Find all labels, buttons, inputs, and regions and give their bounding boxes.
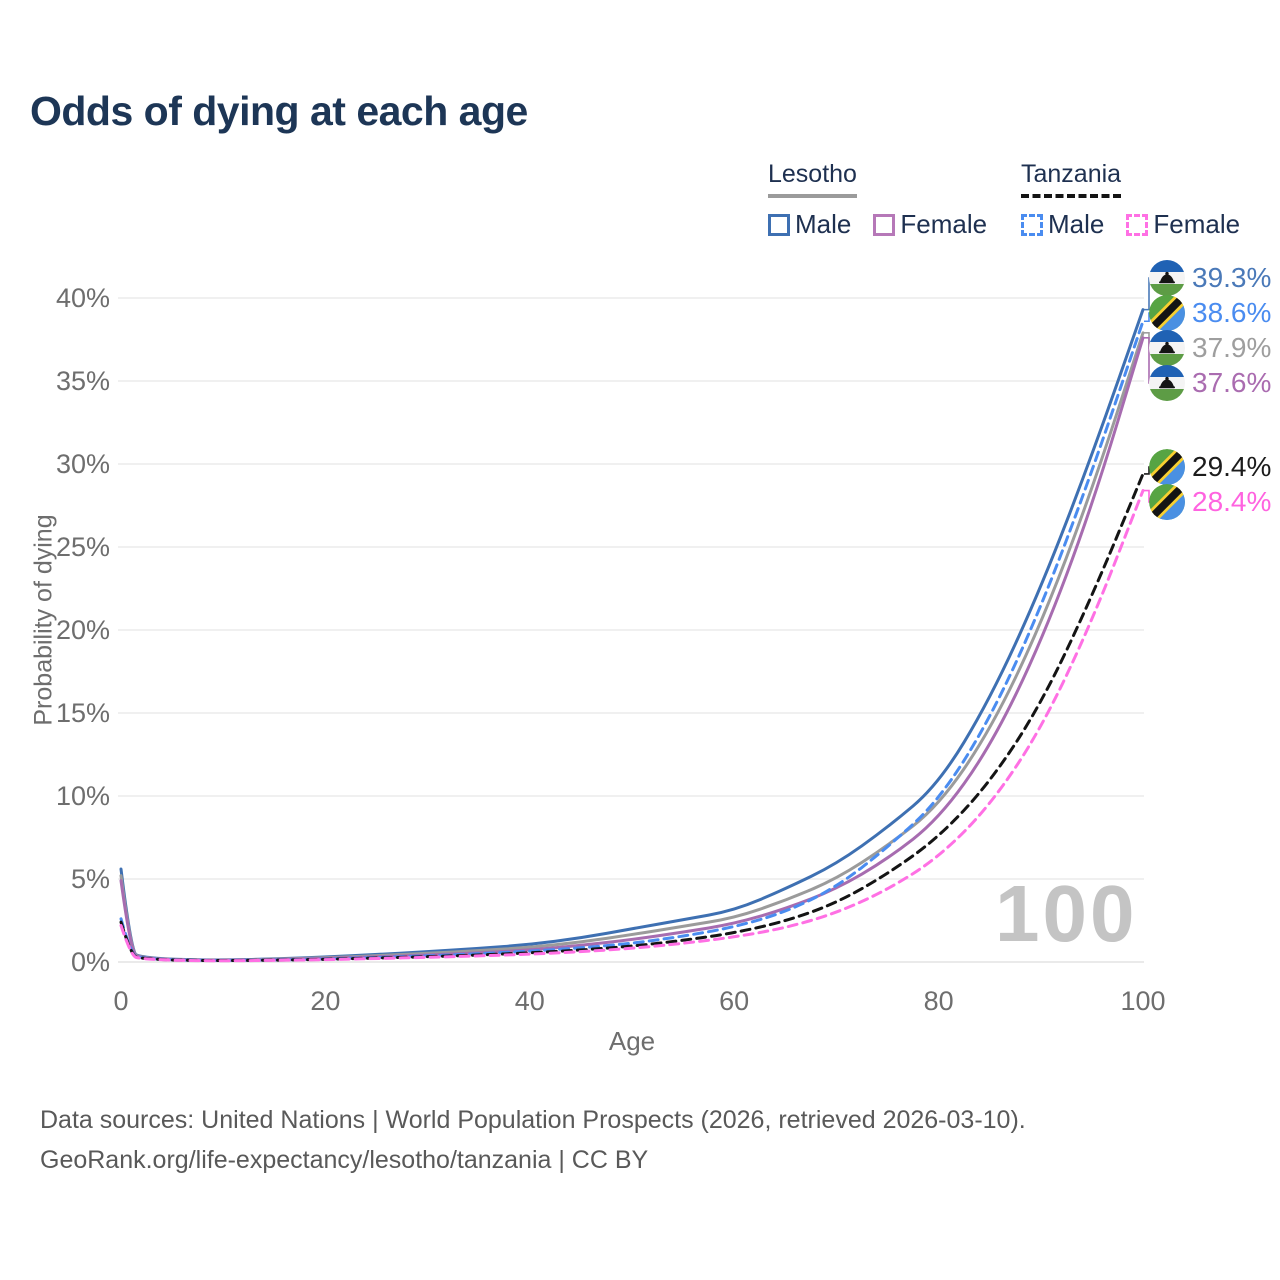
legend-group-lesotho: Lesotho Male Female [768, 160, 987, 240]
lesotho-male-swatch [768, 213, 790, 236]
lesotho-flag-icon [1149, 260, 1185, 296]
x-tick-80: 80 [923, 986, 954, 1016]
y-tick-5: 5% [70, 864, 110, 894]
tanzania-female-swatch [1126, 213, 1149, 236]
gridlines [118, 297, 1144, 963]
page-title: Odds of dying at each age [30, 88, 528, 134]
series-line-tanzania-female [119, 489, 1145, 963]
end-value: 39.3% [1192, 262, 1272, 293]
data-sources-text: Data sources: United Nations | World Pop… [40, 1106, 1026, 1134]
tanzania-flag-icon [1149, 484, 1185, 520]
x-tick-60: 60 [719, 986, 750, 1016]
y-tick-15: 15% [55, 698, 110, 728]
lesotho-flag-icon [1149, 365, 1185, 401]
legend-label: Female [1153, 209, 1241, 239]
age-watermark: 100 [995, 869, 1138, 958]
legend-country-tanzania: Tanzania [1021, 160, 1122, 198]
y-tick-20: 20% [55, 615, 110, 645]
end-value: 28.4% [1192, 486, 1272, 517]
legend-item-tanzania-female[interactable]: Female [1126, 209, 1240, 240]
end-label-lesotho-male: 39.3% [1149, 260, 1271, 296]
lesotho-flag-icon [1149, 330, 1185, 366]
legend-item-tanzania-male[interactable]: Male [1021, 209, 1104, 240]
end-value: 37.9% [1192, 332, 1272, 363]
series-line-tanzania-male [119, 319, 1145, 962]
tanzania-flag-icon [1149, 449, 1185, 485]
series-line-lesotho-male [119, 308, 1145, 962]
end-label-tanzania-male: 38.6% [1149, 295, 1271, 331]
x-tick-40: 40 [514, 986, 545, 1016]
end-label-tanzania-female: 28.4% [1149, 484, 1271, 520]
lesotho-female-swatch [873, 213, 896, 236]
series-line-lesotho-total [119, 331, 1145, 962]
end-label-lesotho-female: 37.6% [1149, 365, 1271, 401]
legend-group-tanzania: Tanzania Male Female [1021, 160, 1240, 240]
legend-item-lesotho-male[interactable]: Male [768, 209, 851, 240]
tanzania-male-swatch [1021, 213, 1043, 236]
x-axis-title: Age [608, 1026, 656, 1056]
legend-label: Male [795, 209, 852, 239]
x-tick-20: 20 [310, 986, 341, 1016]
legend-label: Male [1048, 209, 1105, 239]
y-tick-30: 30% [55, 449, 110, 479]
series-line-lesotho-female [119, 336, 1145, 962]
end-label-lesotho-total: 37.9% [1149, 330, 1271, 366]
legend-item-lesotho-female[interactable]: Female [873, 209, 987, 240]
y-tick-0: 0% [70, 947, 110, 977]
y-tick-25: 25% [55, 532, 110, 562]
y-tick-35: 35% [55, 366, 110, 396]
x-tick-0: 0 [113, 986, 129, 1016]
end-value: 38.6% [1192, 297, 1272, 328]
series-lines [119, 308, 1145, 963]
y-tick-40: 40% [55, 283, 110, 313]
end-value: 37.6% [1192, 367, 1272, 398]
legend-country-lesotho: Lesotho [768, 160, 857, 198]
end-value: 29.4% [1192, 451, 1272, 482]
attribution-text: GeoRank.org/life-expectancy/lesotho/tanz… [40, 1146, 649, 1174]
x-tick-100: 100 [1120, 986, 1166, 1016]
legend-label: Female [900, 209, 988, 239]
tanzania-flag-icon [1149, 295, 1185, 331]
y-tick-10: 10% [55, 781, 110, 811]
end-label-tanzania-total: 29.4% [1149, 449, 1271, 485]
